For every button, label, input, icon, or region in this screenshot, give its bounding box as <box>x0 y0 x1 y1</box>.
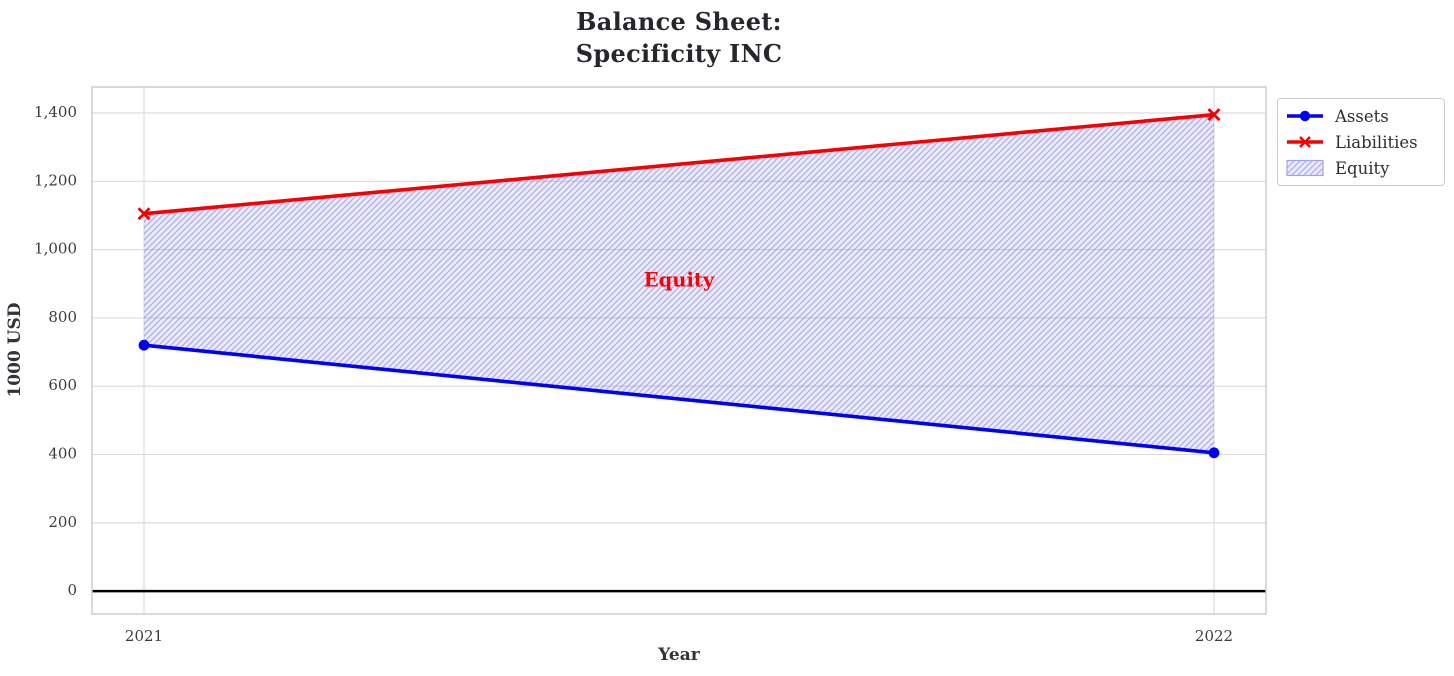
legend-item-equity: Equity <box>1285 155 1438 181</box>
marker-assets-2021 <box>138 339 150 351</box>
equity-hatch-sample-icon <box>1286 159 1324 177</box>
legend-label-equity: Equity <box>1335 158 1390 178</box>
legend-label-liabilities: Liabilities <box>1335 132 1418 152</box>
xtick-label-2022: 2022 <box>1195 627 1233 645</box>
ytick-label-1400: 1,400 <box>34 103 77 121</box>
liabilities-line-sample-icon <box>1287 136 1323 148</box>
series-line-assets <box>142 343 1216 455</box>
equity-annotation: Equity <box>644 268 715 291</box>
legend: Assets Liabilities Equity <box>1277 98 1445 186</box>
ytick-label-200: 200 <box>48 513 77 531</box>
plot-border <box>91 86 1267 615</box>
chart-title-line2: Specificity INC <box>575 39 783 68</box>
assets-line-sample-icon <box>1287 110 1323 122</box>
ytick-label-0: 0 <box>67 581 77 599</box>
xtick-label-2021: 2021 <box>125 627 163 645</box>
equity-area <box>144 114 1214 453</box>
legend-item-liabilities: Liabilities <box>1285 129 1438 155</box>
series-line-liabilities <box>142 112 1216 216</box>
legend-liabilities-marker <box>1299 136 1311 148</box>
marker-liabilities-2021 <box>137 207 151 221</box>
legend-item-assets: Assets <box>1285 103 1438 129</box>
marker-liabilities-2022 <box>1207 108 1221 122</box>
marker-assets-2022 <box>1208 447 1220 459</box>
y-axis-label: 1000 USD <box>5 302 25 398</box>
ytick-label-1000: 1,000 <box>34 240 77 258</box>
x-axis-label: Year <box>658 645 700 665</box>
chart-title-line1: Balance Sheet: <box>576 7 782 36</box>
legend-assets-marker <box>1299 110 1311 122</box>
chart-title: Balance Sheet: Specificity INC <box>92 6 1266 70</box>
ytick-label-600: 600 <box>48 376 77 394</box>
legend-label-assets: Assets <box>1335 106 1389 126</box>
ytick-label-1200: 1,200 <box>34 171 77 189</box>
ytick-label-400: 400 <box>48 444 77 462</box>
legend-equity-swatch <box>1286 159 1324 177</box>
ytick-label-800: 800 <box>48 308 77 326</box>
